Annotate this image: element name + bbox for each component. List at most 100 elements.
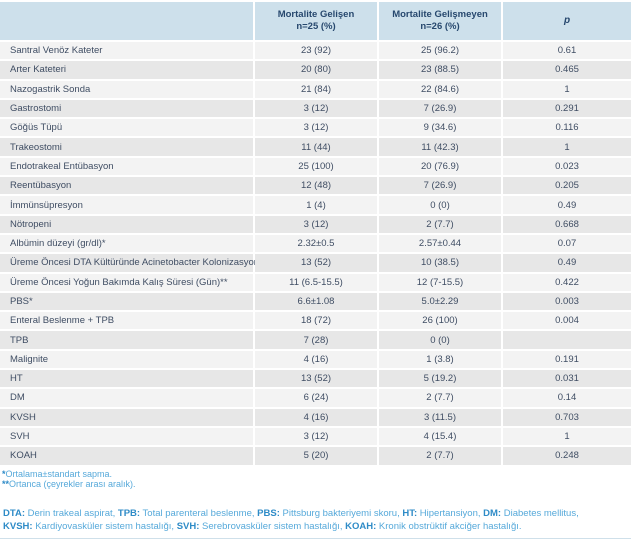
table-row: Gastrostomi 3 (12) 7 (26.9) 0.291	[0, 99, 631, 118]
row-label: Göğüs Tüpü	[0, 119, 253, 137]
table-row: KVSH 4 (16) 3 (11.5) 0.703	[0, 408, 631, 426]
row-value: 3 (11.5)	[379, 408, 501, 426]
row-label: Nötropeni	[0, 215, 253, 233]
footnotes: *Ortalama±standart sapma. **Ortanca (çeyr…	[0, 469, 631, 490]
row-value: 23 (92)	[255, 42, 377, 60]
row-label: Üreme Öncesi Yoğun Bakımda Kalış Süresi …	[0, 273, 253, 291]
row-value: 3 (12)	[255, 119, 377, 137]
row-value: 2 (7.7)	[379, 447, 501, 465]
row-value: 11 (42.3)	[379, 138, 501, 156]
row-label: Endotrakeal Entübasyon	[0, 157, 253, 176]
row-value: 12 (7-15.5)	[379, 273, 501, 291]
row-value: 0.023	[503, 157, 631, 176]
row-value: 3 (12)	[255, 99, 377, 118]
row-label: PBS*	[0, 292, 253, 311]
row-value: 10 (38.5)	[379, 254, 501, 272]
row-value: 0 (0)	[379, 331, 501, 349]
row-value: 0.205	[503, 177, 631, 195]
row-value: 20 (80)	[255, 61, 377, 79]
header-sublabel: n=26 (%)	[420, 21, 460, 32]
row-label: Trakeostomi	[0, 138, 253, 156]
row-value: 2 (7.7)	[379, 215, 501, 233]
row-value: 4 (16)	[255, 350, 377, 369]
table-row: Reentübasyon 12 (48) 7 (26.9) 0.205	[0, 177, 631, 195]
row-label: Albümin düzeyi (gr/dl)*	[0, 234, 253, 253]
table-row: Malignite 4 (16) 1 (3.8) 0.191	[0, 350, 631, 369]
table-row: Santral Venöz Kateter 23 (92) 25 (96.2) 0.6…	[0, 42, 631, 60]
table-header-row: Mortalite Gelişen n=25 (%) Mortalite Gel…	[0, 2, 631, 40]
row-value: 1	[503, 138, 631, 156]
row-label: SVH	[0, 427, 253, 446]
header-label: p	[563, 15, 571, 26]
row-value: 25 (96.2)	[379, 42, 501, 60]
row-value: 1 (3.8)	[379, 350, 501, 369]
row-value: 7 (26.9)	[379, 177, 501, 195]
row-value: 0.004	[503, 312, 631, 330]
row-value: 0.49	[503, 254, 631, 272]
row-value: 22 (84.6)	[379, 80, 501, 98]
row-value: 1 (4)	[255, 196, 377, 214]
row-value: 3 (12)	[255, 215, 377, 233]
row-value: 2 (7.7)	[379, 389, 501, 407]
table-row: Albümin düzeyi (gr/dl)* 2.32±0.5 2.57±0.44…	[0, 234, 631, 253]
table-body: Santral Venöz Kateter 23 (92) 25 (96.2) 0.6…	[0, 42, 631, 465]
row-label: Malignite	[0, 350, 253, 369]
table-row: PBS* 6.6±1.08 5.0±2.29 0.003	[0, 292, 631, 311]
row-value: 6.6±1.08	[255, 292, 377, 311]
table-row: Endotrakeal Entübasyon 25 (100) 20 (76.9) 0…	[0, 157, 631, 176]
row-value: 9 (34.6)	[379, 119, 501, 137]
row-value: 0.465	[503, 61, 631, 79]
row-value: 4 (16)	[255, 408, 377, 426]
header-sublabel: n=25 (%)	[296, 21, 336, 32]
row-value: 0.248	[503, 447, 631, 465]
row-value: 7 (28)	[255, 331, 377, 349]
row-value: 6 (24)	[255, 389, 377, 407]
table-row: Üreme Öncesi DTA Kültüründe Acinetobacte…	[0, 254, 631, 272]
table-row: Göğüs Tüpü 3 (12) 9 (34.6) 0.116	[0, 119, 631, 137]
row-value: 13 (52)	[255, 254, 377, 272]
header-cell-empty	[0, 2, 253, 40]
row-label: Üreme Öncesi DTA Kültüründe Acinetobacte…	[0, 254, 264, 272]
footnote-line: *Ortalama±standart sapma.	[2, 468, 112, 479]
row-label: KOAH	[0, 447, 253, 465]
bottom-divider	[0, 538, 631, 539]
table-row: İmmünsüpresyon 1 (4) 0 (0) 0.49	[0, 196, 631, 214]
table-row: Nazogastrik Sonda 21 (84) 22 (84.6) 1	[0, 80, 631, 98]
row-value	[503, 331, 631, 349]
table-row: HT 13 (52) 5 (19.2) 0.031	[0, 370, 631, 388]
table-row: Enteral Beslenme + TPB 18 (72) 26 (100) 0.0…	[0, 312, 631, 330]
header-label: Mortalite Gelişen	[277, 9, 355, 20]
row-value: 23 (88.5)	[379, 61, 501, 79]
row-label: Santral Venöz Kateter	[0, 42, 253, 60]
row-value: 0.07	[503, 234, 631, 253]
row-value: 2.57±0.44	[379, 234, 501, 253]
row-value: 3 (12)	[255, 427, 377, 446]
row-value: 18 (72)	[255, 312, 377, 330]
table-row: TPB 7 (28) 0 (0)	[0, 331, 631, 349]
row-value: 13 (52)	[255, 370, 377, 388]
header-cell-mortality-developed: Mortalite Gelişen n=25 (%)	[255, 2, 377, 40]
row-label: Nazogastrik Sonda	[0, 80, 253, 98]
row-value: 11 (44)	[255, 138, 377, 156]
footnote-line: **Ortanca (çeyrekler arası aralık).	[2, 479, 136, 490]
row-label: İmmünsüpresyon	[0, 196, 253, 214]
row-value: 0.61	[503, 42, 631, 60]
row-value: 0 (0)	[379, 196, 501, 214]
row-value: 5.0±2.29	[379, 292, 501, 311]
header-label: Mortalite Gelişmeyen	[392, 9, 488, 20]
row-value: 0.291	[503, 99, 631, 118]
row-value: 0.031	[503, 370, 631, 388]
row-value: 12 (48)	[255, 177, 377, 195]
row-label: TPB	[0, 331, 253, 349]
table-row: Arter Kateteri 20 (80) 23 (88.5) 0.465	[0, 61, 631, 79]
row-value: 1	[503, 427, 631, 446]
row-label: Gastrostomi	[0, 99, 253, 118]
table-row: DM 6 (24) 2 (7.7) 0.14	[0, 389, 631, 407]
mortality-table: Mortalite Gelişen n=25 (%) Mortalite Gel…	[0, 2, 631, 465]
header-cell-mortality-not-developed: Mortalite Gelişmeyen n=26 (%)	[379, 2, 501, 40]
row-value: 20 (76.9)	[379, 157, 501, 176]
row-value: 0.703	[503, 408, 631, 426]
row-value: 0.14	[503, 389, 631, 407]
row-value: 1	[503, 80, 631, 98]
row-value: 26 (100)	[379, 312, 501, 330]
